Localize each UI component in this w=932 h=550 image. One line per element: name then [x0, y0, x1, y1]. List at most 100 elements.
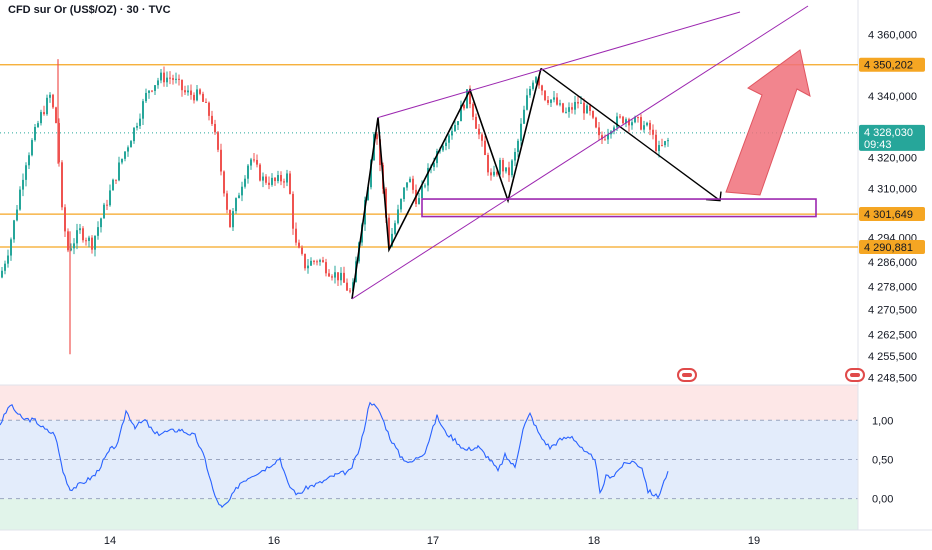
candle-bullish	[427, 167, 429, 186]
candle-bullish	[160, 72, 162, 81]
indicator-tick-label: 1,00	[872, 415, 893, 427]
projection-line	[540, 67, 721, 202]
candle-bearish	[106, 204, 108, 206]
candle-bullish	[94, 235, 96, 250]
candle-bullish	[145, 92, 147, 102]
grid-lines	[0, 0, 859, 530]
candle-bullish	[466, 89, 468, 109]
candle-bearish	[43, 112, 45, 115]
candle-bearish	[184, 90, 186, 93]
level-price-value: 4 290,881	[864, 242, 913, 254]
candle-bullish	[319, 260, 321, 262]
overbought-zone	[0, 385, 858, 421]
candle-bullish	[121, 158, 123, 163]
candle-bearish	[640, 117, 642, 130]
candle-bullish	[631, 122, 633, 126]
candle-bullish	[565, 111, 567, 113]
level-price-tag	[859, 57, 925, 72]
candle-bearish	[256, 159, 258, 165]
target-zone-box	[421, 198, 817, 218]
price-tick-label: 4 286,000	[868, 257, 917, 269]
candle-bullish	[262, 176, 264, 181]
candle-bullish	[79, 228, 81, 231]
candle-bullish	[109, 190, 111, 206]
candle-bearish	[268, 182, 270, 185]
price-axis: 4 360,000 4 340,000 4 320,000 4 310,000 4 29…	[859, 0, 932, 550]
candle-bearish	[376, 134, 378, 140]
price-tick-label: 4 310,000	[868, 183, 917, 195]
candle-bearish	[385, 188, 387, 218]
candle-bullish	[238, 195, 240, 199]
candle-bullish	[286, 173, 288, 183]
candle-bullish	[334, 272, 336, 278]
candle-bearish	[547, 100, 549, 103]
candle-bullish	[574, 101, 576, 110]
candle-bullish	[19, 189, 21, 210]
candle-bullish	[88, 237, 90, 241]
candle-bearish	[289, 173, 291, 194]
candle-bullish	[418, 198, 420, 205]
candle-bearish	[622, 116, 624, 124]
candle-bullish	[523, 109, 525, 124]
event-flag-icon[interactable]	[677, 368, 697, 382]
event-flag-icon[interactable]	[845, 368, 865, 382]
time-tick-label: 19	[748, 535, 760, 547]
pattern-drawings	[351, 5, 817, 300]
candle-bearish	[562, 103, 564, 113]
candle-bearish	[316, 261, 318, 263]
candle-bearish	[205, 101, 207, 103]
candle-bullish	[520, 123, 522, 141]
candle-bearish	[589, 105, 591, 111]
candle-bullish	[40, 112, 42, 124]
candle-bullish	[34, 126, 36, 141]
candle-bearish	[67, 231, 69, 251]
candle-bullish	[1, 270, 3, 278]
candle-bullish	[499, 160, 501, 175]
candle-bearish	[52, 94, 54, 108]
candle-bullish	[247, 165, 249, 179]
candle-bullish	[37, 123, 39, 127]
candle-bullish	[397, 209, 399, 224]
candle-bearish	[655, 134, 657, 151]
price-tick-label: 4 278,000	[868, 282, 917, 294]
candle-bullish	[634, 117, 636, 123]
candle-bearish	[577, 101, 579, 104]
price-tick-label: 4 340,000	[868, 91, 917, 103]
candle-bullish	[16, 209, 18, 221]
candle-bullish	[550, 99, 552, 103]
level-price-value: 4 301,649	[864, 209, 913, 221]
candle-bearish	[253, 159, 255, 161]
price-tick-label: 4 262,500	[868, 329, 917, 341]
candle-bearish	[601, 135, 603, 140]
price-axis-background	[859, 0, 932, 550]
candle-bullish	[535, 77, 537, 83]
candle-bullish	[664, 141, 666, 146]
current-price-tag	[859, 124, 925, 151]
candle-bearish	[508, 167, 510, 176]
candle-bullish	[568, 107, 570, 112]
wedge-lower-line	[351, 5, 809, 300]
candle-bullish	[10, 239, 12, 256]
candle-bearish	[649, 122, 651, 130]
candle-bullish	[529, 88, 531, 96]
candle-bearish	[217, 132, 219, 150]
chart-title: CFD sur Or (US$/OZ) · 30 · TVC	[8, 4, 171, 16]
indicator-line	[0, 401, 669, 509]
candle-bullish	[136, 125, 138, 128]
candle-bullish	[76, 230, 78, 244]
candle-bearish	[544, 90, 546, 101]
candle-bearish	[283, 181, 285, 183]
price-tick-label: 4 248,500	[868, 372, 917, 384]
candle-bearish	[178, 78, 180, 80]
candle-bearish	[322, 260, 324, 263]
candle-bearish	[595, 117, 597, 128]
horizontal-levels	[0, 64, 858, 248]
candle-bearish	[223, 171, 225, 194]
candle-bearish	[349, 290, 351, 292]
candle-bullish	[367, 187, 369, 201]
oversold-zone	[0, 498, 858, 530]
candle-bearish	[208, 102, 210, 116]
candle-bullish	[112, 179, 114, 191]
candle-bearish	[598, 127, 600, 136]
